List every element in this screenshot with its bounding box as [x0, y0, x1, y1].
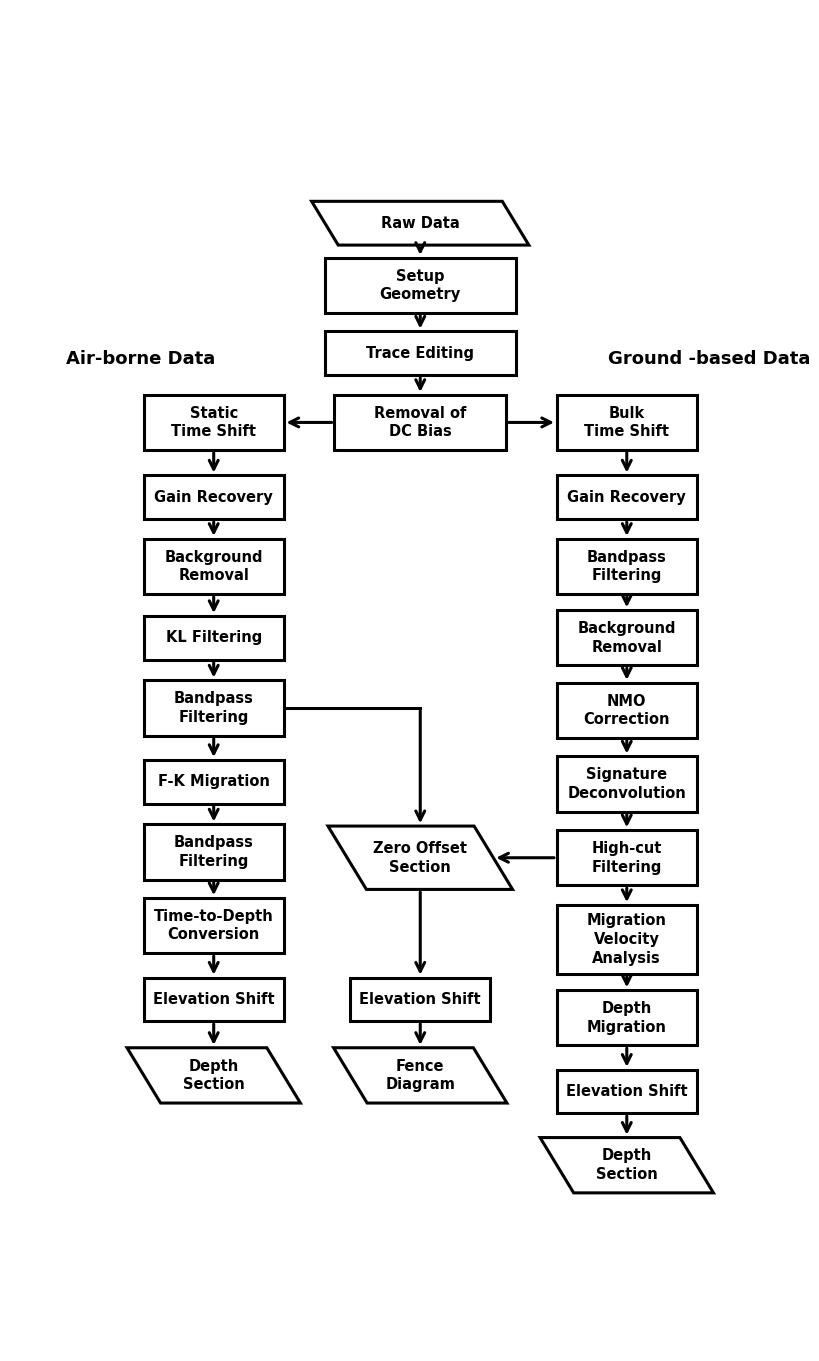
Polygon shape [311, 201, 528, 245]
Polygon shape [127, 1048, 300, 1102]
FancyBboxPatch shape [556, 475, 696, 519]
Text: Zero Offset
Section: Zero Offset Section [373, 841, 467, 875]
FancyBboxPatch shape [143, 617, 283, 660]
Text: NMO
Correction: NMO Correction [583, 694, 669, 727]
FancyBboxPatch shape [324, 257, 515, 313]
Text: Elevation Shift: Elevation Shift [152, 992, 274, 1007]
Text: Trace Editing: Trace Editing [366, 346, 473, 361]
Text: Fence
Diagram: Fence Diagram [385, 1059, 455, 1092]
FancyBboxPatch shape [143, 475, 283, 519]
Text: Elevation Shift: Elevation Shift [565, 1083, 687, 1100]
Text: Elevation Shift: Elevation Shift [359, 992, 481, 1007]
Text: Migration
Velocity
Analysis: Migration Velocity Analysis [586, 913, 666, 965]
FancyBboxPatch shape [350, 977, 490, 1021]
Text: F-K Migration: F-K Migration [157, 774, 269, 789]
FancyBboxPatch shape [143, 539, 283, 593]
Text: Signature
Deconvolution: Signature Deconvolution [567, 768, 686, 800]
FancyBboxPatch shape [556, 395, 696, 450]
Text: Air-borne Data: Air-borne Data [66, 350, 215, 367]
Text: Static
Time Shift: Static Time Shift [171, 406, 256, 440]
Text: Bandpass
Filtering: Bandpass Filtering [174, 691, 253, 725]
Polygon shape [328, 826, 512, 890]
FancyBboxPatch shape [143, 759, 283, 803]
Text: Bulk
Time Shift: Bulk Time Shift [584, 406, 668, 440]
FancyBboxPatch shape [556, 757, 696, 811]
Text: Removal of
DC Bias: Removal of DC Bias [373, 406, 466, 440]
FancyBboxPatch shape [556, 539, 696, 593]
FancyBboxPatch shape [556, 1070, 696, 1113]
Text: Ground -based Data: Ground -based Data [608, 350, 810, 367]
FancyBboxPatch shape [143, 395, 283, 450]
FancyBboxPatch shape [143, 680, 283, 736]
Text: Depth
Section: Depth Section [595, 1149, 657, 1181]
Text: High-cut
Filtering: High-cut Filtering [590, 841, 661, 875]
Text: Bandpass
Filtering: Bandpass Filtering [586, 550, 666, 583]
Text: KL Filtering: KL Filtering [165, 630, 261, 645]
FancyBboxPatch shape [556, 991, 696, 1045]
FancyBboxPatch shape [556, 905, 696, 974]
FancyBboxPatch shape [556, 830, 696, 886]
Polygon shape [333, 1048, 506, 1102]
Text: Setup
Geometry: Setup Geometry [379, 268, 460, 302]
Text: Bandpass
Filtering: Bandpass Filtering [174, 836, 253, 868]
FancyBboxPatch shape [143, 825, 283, 879]
FancyBboxPatch shape [556, 683, 696, 738]
Text: Background
Removal: Background Removal [577, 621, 675, 655]
FancyBboxPatch shape [324, 332, 515, 376]
Text: Depth
Migration: Depth Migration [586, 1002, 666, 1034]
Text: Depth
Section: Depth Section [183, 1059, 244, 1092]
Text: Gain Recovery: Gain Recovery [154, 490, 273, 505]
FancyBboxPatch shape [556, 610, 696, 666]
Text: Background
Removal: Background Removal [165, 550, 263, 583]
Text: Gain Recovery: Gain Recovery [567, 490, 686, 505]
Text: Raw Data: Raw Data [380, 215, 459, 231]
Text: Time-to-Depth
Conversion: Time-to-Depth Conversion [154, 909, 274, 942]
Polygon shape [540, 1138, 713, 1192]
FancyBboxPatch shape [334, 395, 505, 450]
FancyBboxPatch shape [143, 977, 283, 1021]
FancyBboxPatch shape [143, 898, 283, 953]
